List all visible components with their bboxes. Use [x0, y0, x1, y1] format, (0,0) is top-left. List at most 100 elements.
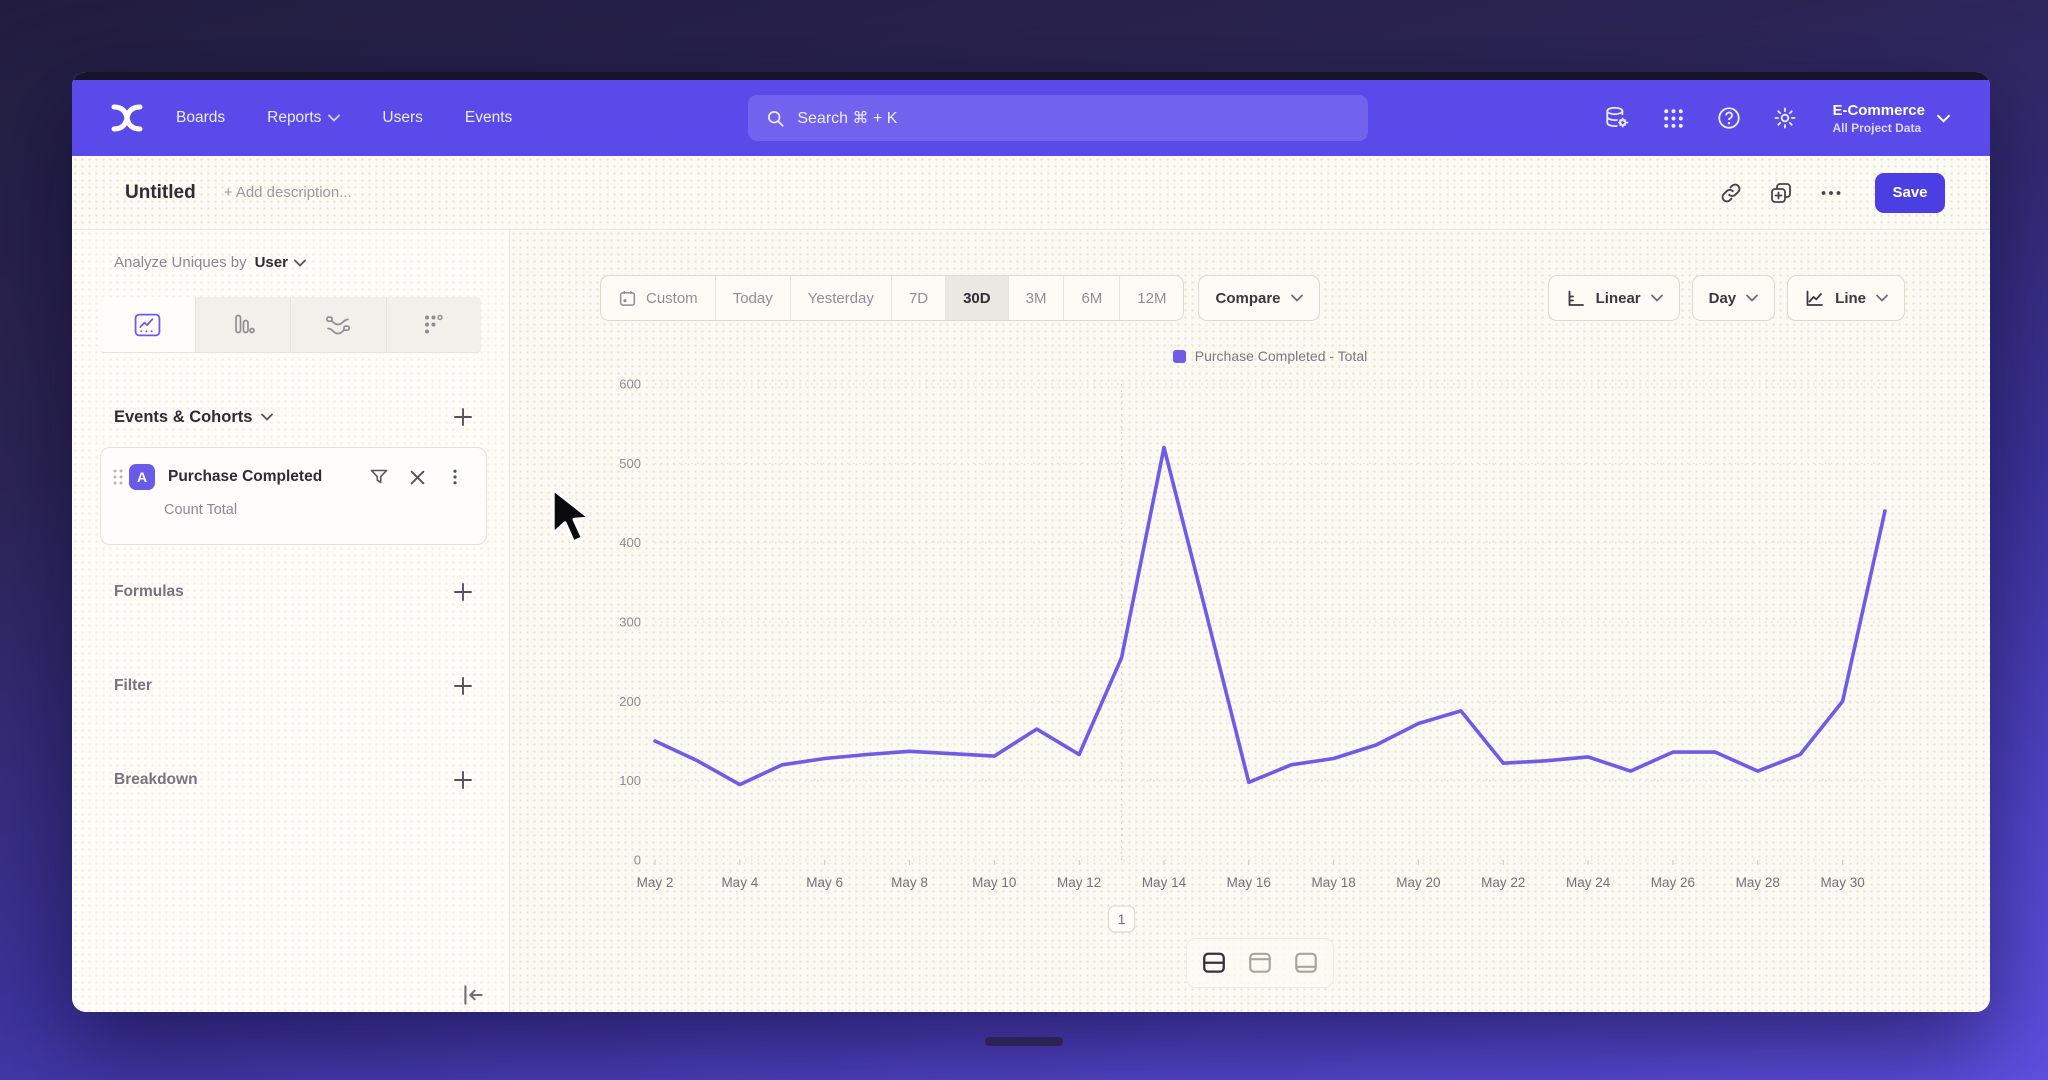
svg-text:May 20: May 20: [1396, 875, 1440, 890]
layout-split-view-button[interactable]: [1194, 944, 1234, 982]
insights-chart-icon: [134, 313, 161, 336]
chevron-down-icon: [294, 259, 306, 267]
settings-gear-icon[interactable]: [1772, 105, 1798, 131]
event-title[interactable]: Purchase Completed: [168, 468, 323, 485]
chevron-down-icon: [1746, 294, 1759, 302]
data-management-icon[interactable]: [1604, 105, 1630, 131]
mixpanel-logo[interactable]: [110, 103, 144, 133]
drag-handle-icon[interactable]: [111, 467, 125, 487]
svg-text:May 12: May 12: [1057, 875, 1101, 890]
chevron-down-icon: [1290, 294, 1303, 302]
analyze-row: Analyze Uniques by User: [114, 254, 306, 271]
view-layout-toggles: [1186, 938, 1334, 988]
project-switcher[interactable]: E-Commerce All Project Data: [1832, 102, 1950, 135]
tab-retention[interactable]: [385, 297, 482, 352]
event-measurement[interactable]: Count Total: [164, 502, 238, 518]
tab-funnels[interactable]: [194, 297, 291, 352]
split-rows-icon: [1203, 952, 1225, 973]
nav-item-reports[interactable]: Reports: [267, 109, 341, 127]
search-placeholder: Search ⌘ + K: [797, 110, 898, 127]
layout-chart-only-button[interactable]: [1240, 944, 1280, 982]
app-body: Analyze Uniques by User: [72, 230, 1990, 1012]
nav-item-users[interactable]: Users: [382, 109, 423, 126]
analyze-by-dropdown[interactable]: User: [255, 254, 306, 271]
tab-insights[interactable]: [100, 297, 195, 352]
event-card-purchase-completed[interactable]: A Purchase Completed: [100, 447, 487, 545]
svg-text:May 22: May 22: [1481, 875, 1525, 890]
range-3m[interactable]: 3M: [1007, 276, 1064, 320]
svg-text:May 4: May 4: [721, 875, 758, 890]
tab-flows[interactable]: [290, 297, 386, 352]
analyze-prefix-label: Analyze Uniques by: [114, 254, 247, 271]
save-button[interactable]: Save: [1875, 172, 1945, 213]
svg-text:May 18: May 18: [1311, 875, 1355, 890]
report-type-tabs: [100, 297, 481, 353]
app-window: Boards Reports Users Events Search ⌘ + K: [72, 72, 1990, 1012]
add-description-field[interactable]: + Add description...: [223, 184, 352, 201]
range-yesterday[interactable]: Yesterday: [789, 276, 891, 320]
section-label: Filter: [114, 677, 152, 694]
add-event-button[interactable]: [451, 405, 475, 429]
svg-text:200: 200: [619, 694, 641, 709]
svg-text:May 28: May 28: [1736, 875, 1780, 890]
top-nav: Boards Reports Users Events Search ⌘ + K: [72, 80, 1990, 156]
svg-text:May 8: May 8: [891, 875, 928, 890]
legend-series-label[interactable]: Purchase Completed - Total: [1194, 348, 1368, 364]
report-actions: Save: [1719, 172, 1945, 213]
range-12m[interactable]: 12M: [1119, 276, 1183, 320]
copy-link-icon[interactable]: [1719, 181, 1743, 205]
chart-type-dropdown[interactable]: Line: [1787, 275, 1905, 321]
nav-item-boards[interactable]: Boards: [176, 109, 226, 126]
svg-text:500: 500: [619, 456, 641, 471]
svg-text:May 14: May 14: [1142, 875, 1187, 890]
project-subtitle: All Project Data: [1832, 120, 1922, 135]
section-formulas: Formulas: [114, 580, 475, 604]
search-icon: [768, 110, 784, 127]
layout-table-only-button[interactable]: [1286, 944, 1326, 982]
line-chart-icon: [1806, 290, 1824, 306]
svg-text:May 10: May 10: [972, 875, 1016, 890]
range-6m[interactable]: 6M: [1063, 276, 1119, 320]
event-menu-icon[interactable]: [446, 468, 464, 486]
range-custom[interactable]: Custom: [601, 276, 715, 320]
nav-right-cluster: E-Commerce All Project Data: [1604, 102, 1950, 135]
project-name: E-Commerce: [1832, 101, 1925, 119]
remove-event-icon[interactable]: [409, 469, 426, 486]
range-7d[interactable]: 7D: [890, 276, 945, 320]
nav-item-events[interactable]: Events: [464, 109, 513, 126]
bottom-bar-icon: [1295, 952, 1317, 973]
search-input[interactable]: Search ⌘ + K: [748, 95, 1369, 141]
svg-text:May 2: May 2: [637, 875, 674, 890]
apps-grid-icon[interactable]: [1660, 105, 1686, 131]
collapse-sidebar-icon[interactable]: [460, 982, 486, 1008]
help-icon[interactable]: [1716, 105, 1742, 131]
compare-dropdown[interactable]: Compare: [1198, 275, 1320, 321]
events-cohorts-label[interactable]: Events & Cohorts: [114, 408, 274, 427]
add-filter-button[interactable]: [451, 674, 475, 698]
report-header: Untitled + Add description...: [72, 156, 1990, 230]
scale-dropdown[interactable]: Linear: [1547, 275, 1680, 321]
chart-display-controls: Linear Day Line: [1547, 275, 1905, 321]
report-title[interactable]: Untitled: [125, 181, 196, 203]
svg-text:100: 100: [619, 773, 641, 788]
chevron-down-icon: [1650, 294, 1663, 302]
chart-legend: Purchase Completed - Total: [655, 348, 1885, 364]
svg-text:May 30: May 30: [1820, 875, 1864, 890]
add-breakdown-button[interactable]: [451, 768, 475, 792]
interval-dropdown[interactable]: Day: [1691, 275, 1776, 321]
retention-icon: [425, 314, 443, 334]
filter-funnel-icon[interactable]: [369, 467, 389, 487]
screen-home-indicator: [985, 1037, 1063, 1046]
chevron-down-icon: [261, 413, 274, 421]
range-30d[interactable]: 30D: [945, 276, 1008, 320]
calendar-icon: [619, 290, 636, 306]
chart-toolbar: Custom Today Yesterday 7D 30D 3M 6M 12M Compare…: [600, 275, 1905, 321]
add-formulas-button[interactable]: [451, 580, 475, 604]
bar-chart-icon: [234, 314, 255, 334]
insights-line-chart[interactable]: 0 100 200 300 400 500 600 May 2 May 4 May 6 May 8 M…: [590, 370, 1930, 980]
more-options-icon[interactable]: [1819, 181, 1843, 205]
range-today[interactable]: Today: [714, 276, 790, 320]
svg-text:1: 1: [1118, 911, 1126, 927]
duplicate-icon[interactable]: [1769, 181, 1793, 205]
events-cohorts-header: Events & Cohorts: [114, 405, 475, 429]
